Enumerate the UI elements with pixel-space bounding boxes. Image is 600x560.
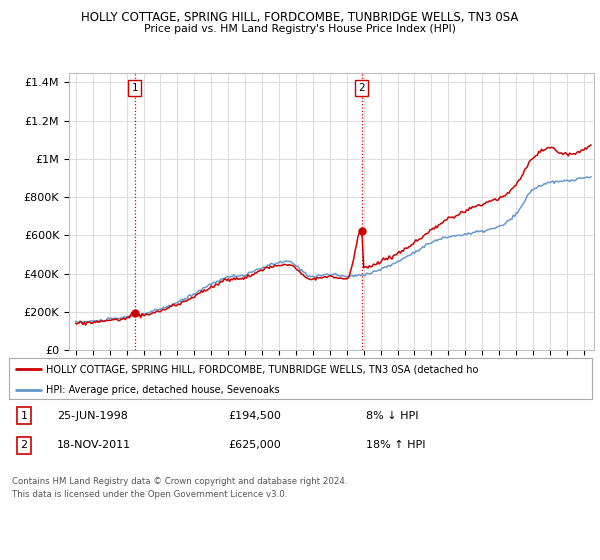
Text: 2: 2	[358, 83, 365, 93]
Text: Contains HM Land Registry data © Crown copyright and database right 2024.
This d: Contains HM Land Registry data © Crown c…	[12, 477, 347, 498]
Text: £625,000: £625,000	[228, 440, 281, 450]
Text: Price paid vs. HM Land Registry's House Price Index (HPI): Price paid vs. HM Land Registry's House …	[144, 24, 456, 34]
Text: 2: 2	[20, 440, 28, 450]
Text: 1: 1	[20, 410, 28, 421]
Text: HPI: Average price, detached house, Sevenoaks: HPI: Average price, detached house, Seve…	[46, 385, 280, 395]
Text: 8% ↓ HPI: 8% ↓ HPI	[366, 410, 419, 421]
Text: £194,500: £194,500	[228, 410, 281, 421]
Text: 18-NOV-2011: 18-NOV-2011	[57, 440, 131, 450]
Text: 18% ↑ HPI: 18% ↑ HPI	[366, 440, 425, 450]
Text: HOLLY COTTAGE, SPRING HILL, FORDCOMBE, TUNBRIDGE WELLS, TN3 0SA: HOLLY COTTAGE, SPRING HILL, FORDCOMBE, T…	[82, 11, 518, 24]
Text: 1: 1	[131, 83, 138, 93]
Text: 25-JUN-1998: 25-JUN-1998	[57, 410, 128, 421]
Text: HOLLY COTTAGE, SPRING HILL, FORDCOMBE, TUNBRIDGE WELLS, TN3 0SA (detached ho: HOLLY COTTAGE, SPRING HILL, FORDCOMBE, T…	[46, 365, 478, 374]
